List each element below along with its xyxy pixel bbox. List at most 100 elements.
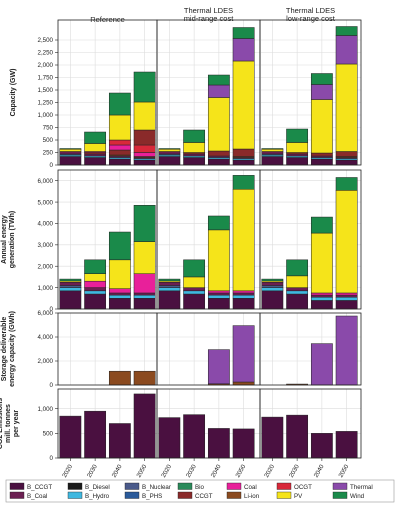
legend-swatch bbox=[332, 491, 348, 499]
legend-swatch bbox=[276, 491, 292, 499]
y-tick-label: 2,250 bbox=[38, 50, 54, 57]
bar-segment bbox=[261, 148, 284, 150]
bar-segment bbox=[335, 431, 358, 459]
y-tick-label: 1,000 bbox=[38, 285, 54, 292]
bar-segment bbox=[261, 278, 284, 282]
bar-segment bbox=[310, 433, 333, 459]
y-axis-label: Capacity (GW) bbox=[10, 69, 17, 117]
bar-segment bbox=[207, 84, 230, 98]
y-tick-label: 1,250 bbox=[38, 100, 54, 107]
bar-segment bbox=[261, 285, 284, 288]
bar-segment bbox=[261, 290, 284, 310]
bar-segment bbox=[84, 143, 107, 152]
bar-segment bbox=[183, 287, 206, 292]
bar-segment bbox=[232, 298, 255, 310]
legend-label: OCGT bbox=[294, 484, 312, 491]
bar-segment bbox=[286, 142, 309, 153]
bar-segment bbox=[59, 415, 82, 459]
bar-segment bbox=[335, 292, 358, 296]
bar-segment bbox=[310, 232, 333, 294]
bar-segment bbox=[84, 287, 107, 292]
y-tick-label: 4,000 bbox=[38, 221, 54, 228]
legend-swatch bbox=[124, 491, 140, 499]
bar-segment bbox=[232, 60, 255, 150]
bar-segment bbox=[261, 149, 284, 152]
x-tick-label: 2040 bbox=[111, 463, 124, 479]
bar-segment bbox=[133, 159, 156, 166]
y-tick-label: 1,750 bbox=[38, 75, 54, 82]
bar-segment bbox=[158, 282, 181, 286]
x-tick-label: 2050 bbox=[234, 463, 247, 479]
y-axis-label: CO2 Emissions bbox=[0, 398, 4, 449]
bar-segment bbox=[133, 241, 156, 274]
legend-label: Thermal bbox=[350, 484, 373, 491]
bar-segment bbox=[84, 153, 107, 157]
y-tick-label: 2,000 bbox=[38, 358, 54, 365]
y-tick-label: 0 bbox=[50, 306, 54, 313]
bar-segment bbox=[207, 158, 230, 166]
bar-segment bbox=[232, 292, 255, 296]
bar-segment bbox=[335, 190, 358, 294]
bar-segment bbox=[207, 97, 230, 152]
bar-segment bbox=[158, 417, 181, 459]
bar-segment bbox=[335, 315, 358, 386]
bar-segment bbox=[183, 157, 206, 166]
bar-segment bbox=[108, 288, 131, 294]
scenario-title: mid-range cost bbox=[184, 14, 235, 23]
bar-segment bbox=[232, 148, 255, 157]
bar-segment bbox=[183, 153, 206, 157]
bar-segment bbox=[108, 114, 131, 141]
legend-swatch bbox=[67, 482, 83, 490]
bar-segment bbox=[207, 74, 230, 86]
bar-segment bbox=[207, 290, 230, 294]
bar-segment bbox=[310, 216, 333, 234]
bar-segment bbox=[158, 149, 181, 152]
bar-segment bbox=[59, 149, 82, 152]
y-tick-label: 1,000 bbox=[38, 406, 54, 413]
legend-swatch bbox=[9, 482, 25, 490]
bar-segment bbox=[286, 414, 309, 459]
bar-segment bbox=[158, 148, 181, 150]
bar-segment bbox=[232, 27, 255, 39]
legend-label: B_Nuclear bbox=[142, 484, 171, 491]
legend-label: B_PHS bbox=[142, 493, 162, 500]
y-axis-label: Annual energy bbox=[1, 215, 8, 264]
bar-segment bbox=[232, 325, 255, 383]
bar-segment bbox=[133, 393, 156, 459]
bar-segment bbox=[232, 159, 255, 166]
bar-segment bbox=[108, 259, 131, 289]
bar-segment bbox=[108, 92, 131, 116]
legend-label: CCGT bbox=[195, 493, 213, 500]
bar-segment bbox=[158, 290, 181, 310]
bar-segment bbox=[335, 300, 358, 310]
bar-segment bbox=[310, 152, 333, 157]
bar-segment bbox=[232, 290, 255, 294]
y-tick-label: 1,000 bbox=[38, 112, 54, 119]
bar-segment bbox=[261, 156, 284, 166]
bar-segment bbox=[59, 148, 82, 150]
legend-swatch bbox=[226, 482, 242, 490]
bar-segment bbox=[84, 293, 107, 310]
bar-segment bbox=[335, 35, 358, 65]
y-tick-label: 0 bbox=[50, 455, 54, 462]
y-tick-label: 1,500 bbox=[38, 87, 54, 94]
y-axis-label: mill. tonnes bbox=[5, 404, 12, 443]
x-tick-label: 2030 bbox=[185, 463, 198, 479]
legend-label: Wind bbox=[350, 493, 365, 500]
bar-segment bbox=[310, 73, 333, 85]
bar-segment bbox=[310, 294, 333, 298]
legend-label: PV bbox=[294, 493, 303, 500]
bar-segment bbox=[310, 84, 333, 100]
legend-box bbox=[5, 479, 395, 503]
bar-segment bbox=[108, 144, 131, 151]
bar-segment bbox=[84, 157, 107, 166]
scenario-title: Thermal LDES bbox=[286, 6, 335, 15]
y-axis-label: generation (TWh) bbox=[9, 211, 16, 269]
legend-swatch bbox=[67, 491, 83, 499]
bar-segment bbox=[286, 259, 309, 277]
bar-segment bbox=[158, 285, 181, 288]
x-tick-label: 2040 bbox=[210, 463, 223, 479]
bar-segment bbox=[286, 128, 309, 143]
bar-segment bbox=[286, 293, 309, 310]
